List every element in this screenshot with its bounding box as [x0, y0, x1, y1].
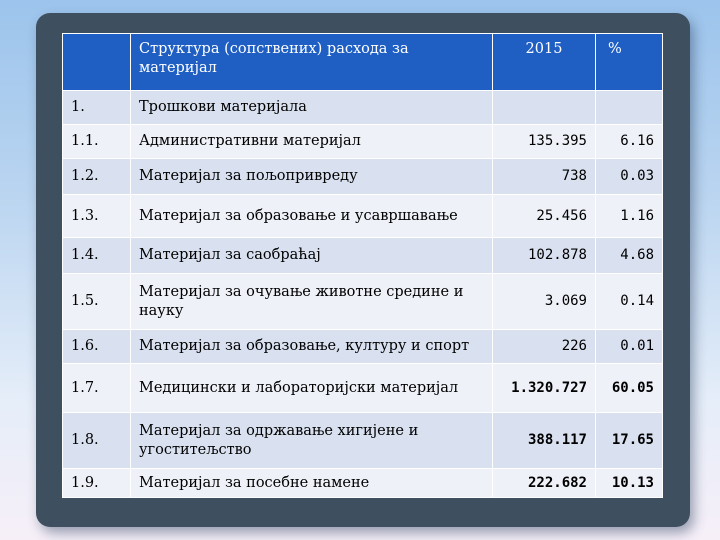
- table-row: 1.2. Материјал за пољопривреду 738 0.03: [62, 158, 663, 195]
- row-percent: 6.16: [595, 124, 663, 159]
- row-value: 388.117: [492, 412, 596, 469]
- table-row: 1.3. Материјал за образовање и усавршава…: [62, 194, 663, 238]
- row-description: Материјал за посебне намене: [130, 468, 493, 498]
- table-row: 1. Трошкови материјала: [62, 90, 663, 125]
- row-description: Материјал за очување животне средине и н…: [130, 273, 493, 330]
- row-percent: 0.03: [595, 158, 663, 195]
- row-value: 226: [492, 329, 596, 364]
- row-value: 738: [492, 158, 596, 195]
- row-number: 1.2.: [62, 158, 131, 195]
- row-value: 1.320.727: [492, 363, 596, 413]
- table-header-row: Структура (сопствених) расхода за матери…: [62, 33, 663, 91]
- row-description: Материјал за образовање и усавршавање: [130, 194, 493, 238]
- row-number: 1.1.: [62, 124, 131, 159]
- row-percent: 1.16: [595, 194, 663, 238]
- row-value: 222.682: [492, 468, 596, 498]
- header-year-cell: 2015: [492, 33, 596, 91]
- row-description: Материјал за одржавање хигијене и угости…: [130, 412, 493, 469]
- table-row: 1.1. Административни материјал 135.395 6…: [62, 124, 663, 159]
- table-row: 1.8. Материјал за одржавање хигијене и у…: [62, 412, 663, 469]
- row-percent: 60.05: [595, 363, 663, 413]
- row-description: Материјал за саобраћај: [130, 237, 493, 274]
- row-number: 1.4.: [62, 237, 131, 274]
- expense-table: Структура (сопствених) расхода за матери…: [62, 33, 663, 498]
- row-description: Материјал за пољопривреду: [130, 158, 493, 195]
- header-description-cell: Структура (сопствених) расхода за матери…: [130, 33, 493, 91]
- row-percent: [595, 90, 663, 125]
- row-number: 1.9.: [62, 468, 131, 498]
- row-value: [492, 90, 596, 125]
- table-row: 1.9. Материјал за посебне намене 222.682…: [62, 468, 663, 498]
- row-number: 1.3.: [62, 194, 131, 238]
- row-percent: 17.65: [595, 412, 663, 469]
- row-number: 1.8.: [62, 412, 131, 469]
- row-number: 1.5.: [62, 273, 131, 330]
- row-description: Материјал за образовање, културу и спорт: [130, 329, 493, 364]
- row-number: 1.6.: [62, 329, 131, 364]
- header-num-cell: [62, 33, 131, 91]
- table-row: 1.5. Материјал за очување животне средин…: [62, 273, 663, 330]
- table-row: 1.7. Медицински и лабораторијски материј…: [62, 363, 663, 413]
- row-percent: 10.13: [595, 468, 663, 498]
- row-number: 1.: [62, 90, 131, 125]
- row-percent: 4.68: [595, 237, 663, 274]
- row-description: Административни материјал: [130, 124, 493, 159]
- row-number: 1.7.: [62, 363, 131, 413]
- row-value: 25.456: [492, 194, 596, 238]
- row-description: Трошкови материјала: [130, 90, 493, 125]
- header-percent-cell: %: [595, 33, 663, 91]
- table-row: 1.6. Материјал за образовање, културу и …: [62, 329, 663, 364]
- row-percent: 0.01: [595, 329, 663, 364]
- table-row: 1.4. Материјал за саобраћај 102.878 4.68: [62, 237, 663, 274]
- row-value: 102.878: [492, 237, 596, 274]
- row-percent: 0.14: [595, 273, 663, 330]
- row-description: Медицински и лабораторијски материјал: [130, 363, 493, 413]
- row-value: 3.069: [492, 273, 596, 330]
- row-value: 135.395: [492, 124, 596, 159]
